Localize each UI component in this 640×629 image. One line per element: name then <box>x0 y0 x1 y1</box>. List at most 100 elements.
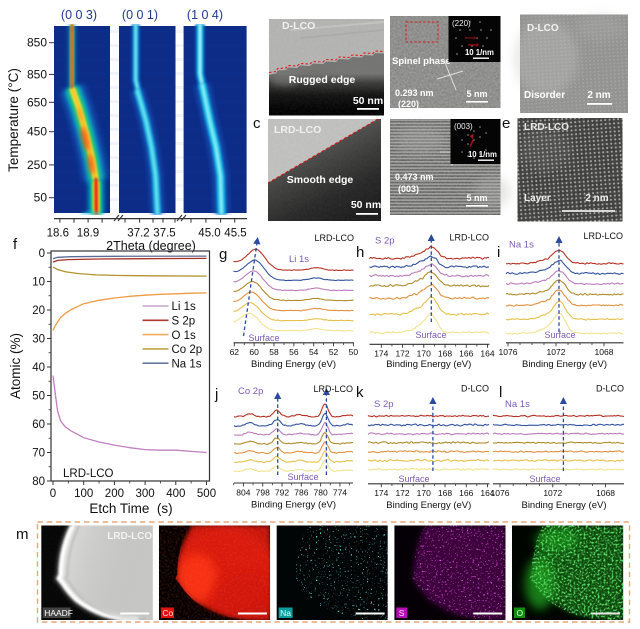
svg-text:Surface: Surface <box>248 333 279 343</box>
svg-text:HAADF: HAADF <box>44 608 73 618</box>
svg-text:10: 10 <box>32 277 45 289</box>
svg-text:164: 164 <box>480 349 494 359</box>
svg-text:S 2p: S 2p <box>374 399 394 410</box>
svg-text:D-LCO: D-LCO <box>596 384 624 394</box>
svg-text:1068: 1068 <box>595 347 614 357</box>
svg-text:37.2: 37.2 <box>127 228 149 240</box>
svg-text:LRD-LCO: LRD-LCO <box>313 384 353 394</box>
svg-text:Binding Energy (eV): Binding Energy (eV) <box>522 359 607 370</box>
svg-text:Rugged edge: Rugged edge <box>289 74 356 86</box>
svg-text:e: e <box>502 115 510 132</box>
svg-text:LRD-LCO: LRD-LCO <box>449 233 489 243</box>
svg-text:Na: Na <box>280 608 291 618</box>
svg-text:Spinel phase: Spinel phase <box>392 56 451 67</box>
svg-text:S 2p: S 2p <box>172 316 196 328</box>
svg-text:g: g <box>219 246 227 263</box>
svg-text:(220): (220) <box>452 19 471 28</box>
svg-text:(0 0 1): (0 0 1) <box>122 8 158 22</box>
svg-text:Surface: Surface <box>529 474 560 484</box>
svg-text:(1 0 4): (1 0 4) <box>187 8 223 22</box>
svg-text:50: 50 <box>34 191 48 205</box>
svg-text:10 1/nm: 10 1/nm <box>468 150 497 159</box>
svg-text:Surface: Surface <box>415 330 446 340</box>
svg-text:50 nm: 50 nm <box>353 95 383 107</box>
svg-text:i: i <box>497 244 500 261</box>
svg-text:804: 804 <box>236 488 250 498</box>
svg-text:50 nm: 50 nm <box>351 199 381 211</box>
svg-text:m: m <box>16 526 29 543</box>
svg-text:168: 168 <box>438 488 452 498</box>
svg-text:5 nm: 5 nm <box>466 193 487 203</box>
svg-text:5 nm: 5 nm <box>466 89 487 99</box>
svg-text:Binding Energy (eV): Binding Energy (eV) <box>386 500 471 511</box>
svg-text:(003): (003) <box>398 184 419 194</box>
svg-text:S 2p: S 2p <box>375 236 395 247</box>
svg-text:Na 1s: Na 1s <box>509 240 534 251</box>
svg-text:200: 200 <box>105 488 124 500</box>
svg-text:45.0: 45.0 <box>198 228 220 240</box>
svg-text:(003): (003) <box>454 122 473 131</box>
svg-text:LRD-LCO: LRD-LCO <box>107 531 152 542</box>
svg-text:Temperature (°C): Temperature (°C) <box>6 68 21 172</box>
svg-text:30: 30 <box>32 334 45 346</box>
svg-text:Surface: Surface <box>544 330 575 340</box>
svg-text:1072: 1072 <box>547 347 566 357</box>
svg-text:S: S <box>399 608 405 618</box>
svg-text:164: 164 <box>480 488 494 498</box>
svg-text:18.6: 18.6 <box>47 228 69 240</box>
svg-text:Disorder: Disorder <box>524 90 565 101</box>
svg-text:1076: 1076 <box>491 488 510 498</box>
svg-text:37.5: 37.5 <box>153 228 175 240</box>
svg-text:58: 58 <box>269 347 279 357</box>
svg-text:166: 166 <box>459 349 473 359</box>
svg-text:l: l <box>499 384 502 401</box>
svg-text:650: 650 <box>27 95 47 109</box>
svg-text:(0 0 3): (0 0 3) <box>61 8 97 22</box>
svg-text:2 nm: 2 nm <box>585 193 608 204</box>
svg-text:56: 56 <box>289 347 299 357</box>
svg-text:0: 0 <box>39 248 45 260</box>
svg-text:c: c <box>253 115 261 132</box>
svg-text:2Theta (degree): 2Theta (degree) <box>106 239 196 253</box>
svg-text:50: 50 <box>32 391 45 403</box>
svg-text:O: O <box>517 608 524 618</box>
svg-text:780: 780 <box>314 488 328 498</box>
svg-text:52: 52 <box>329 347 339 357</box>
svg-text:Binding Energy (eV): Binding Energy (eV) <box>251 359 336 370</box>
svg-text:20: 20 <box>32 305 45 317</box>
svg-text:(220): (220) <box>398 99 419 109</box>
svg-text:70: 70 <box>32 448 45 460</box>
svg-text:Li 1s: Li 1s <box>289 254 309 265</box>
svg-text:798: 798 <box>256 488 270 498</box>
svg-text:0.293 nm: 0.293 nm <box>395 88 434 98</box>
svg-text:0.473 nm: 0.473 nm <box>395 172 434 182</box>
svg-text:170: 170 <box>417 349 431 359</box>
svg-text:450: 450 <box>27 125 47 139</box>
svg-text:Co 2p: Co 2p <box>238 386 263 397</box>
svg-text:j: j <box>214 386 218 403</box>
svg-text:Layer: Layer <box>524 193 551 204</box>
svg-text:62: 62 <box>230 347 240 357</box>
svg-text:500: 500 <box>197 488 216 500</box>
svg-text:168: 168 <box>438 349 452 359</box>
svg-text:D-LCO: D-LCO <box>282 20 315 32</box>
svg-text:100: 100 <box>74 488 93 500</box>
svg-text:0: 0 <box>50 488 56 500</box>
svg-text:300: 300 <box>136 488 155 500</box>
svg-text:f: f <box>13 236 18 253</box>
svg-text:1072: 1072 <box>543 488 562 498</box>
svg-text:Binding Energy (eV): Binding Energy (eV) <box>251 500 336 511</box>
svg-text:18.9: 18.9 <box>77 228 99 240</box>
svg-text:172: 172 <box>395 349 409 359</box>
svg-text:60: 60 <box>32 419 45 431</box>
svg-text:Surface: Surface <box>398 474 429 484</box>
svg-text:Co: Co <box>162 608 173 618</box>
svg-text:40: 40 <box>32 362 45 374</box>
svg-text:174: 174 <box>374 349 388 359</box>
svg-text:170: 170 <box>417 488 431 498</box>
svg-text:2 nm: 2 nm <box>587 90 610 101</box>
svg-text:D-LCO: D-LCO <box>461 384 489 394</box>
svg-text:Co 2p: Co 2p <box>172 344 203 356</box>
svg-text:10 1/nm: 10 1/nm <box>465 48 494 57</box>
svg-text:54: 54 <box>309 347 319 357</box>
